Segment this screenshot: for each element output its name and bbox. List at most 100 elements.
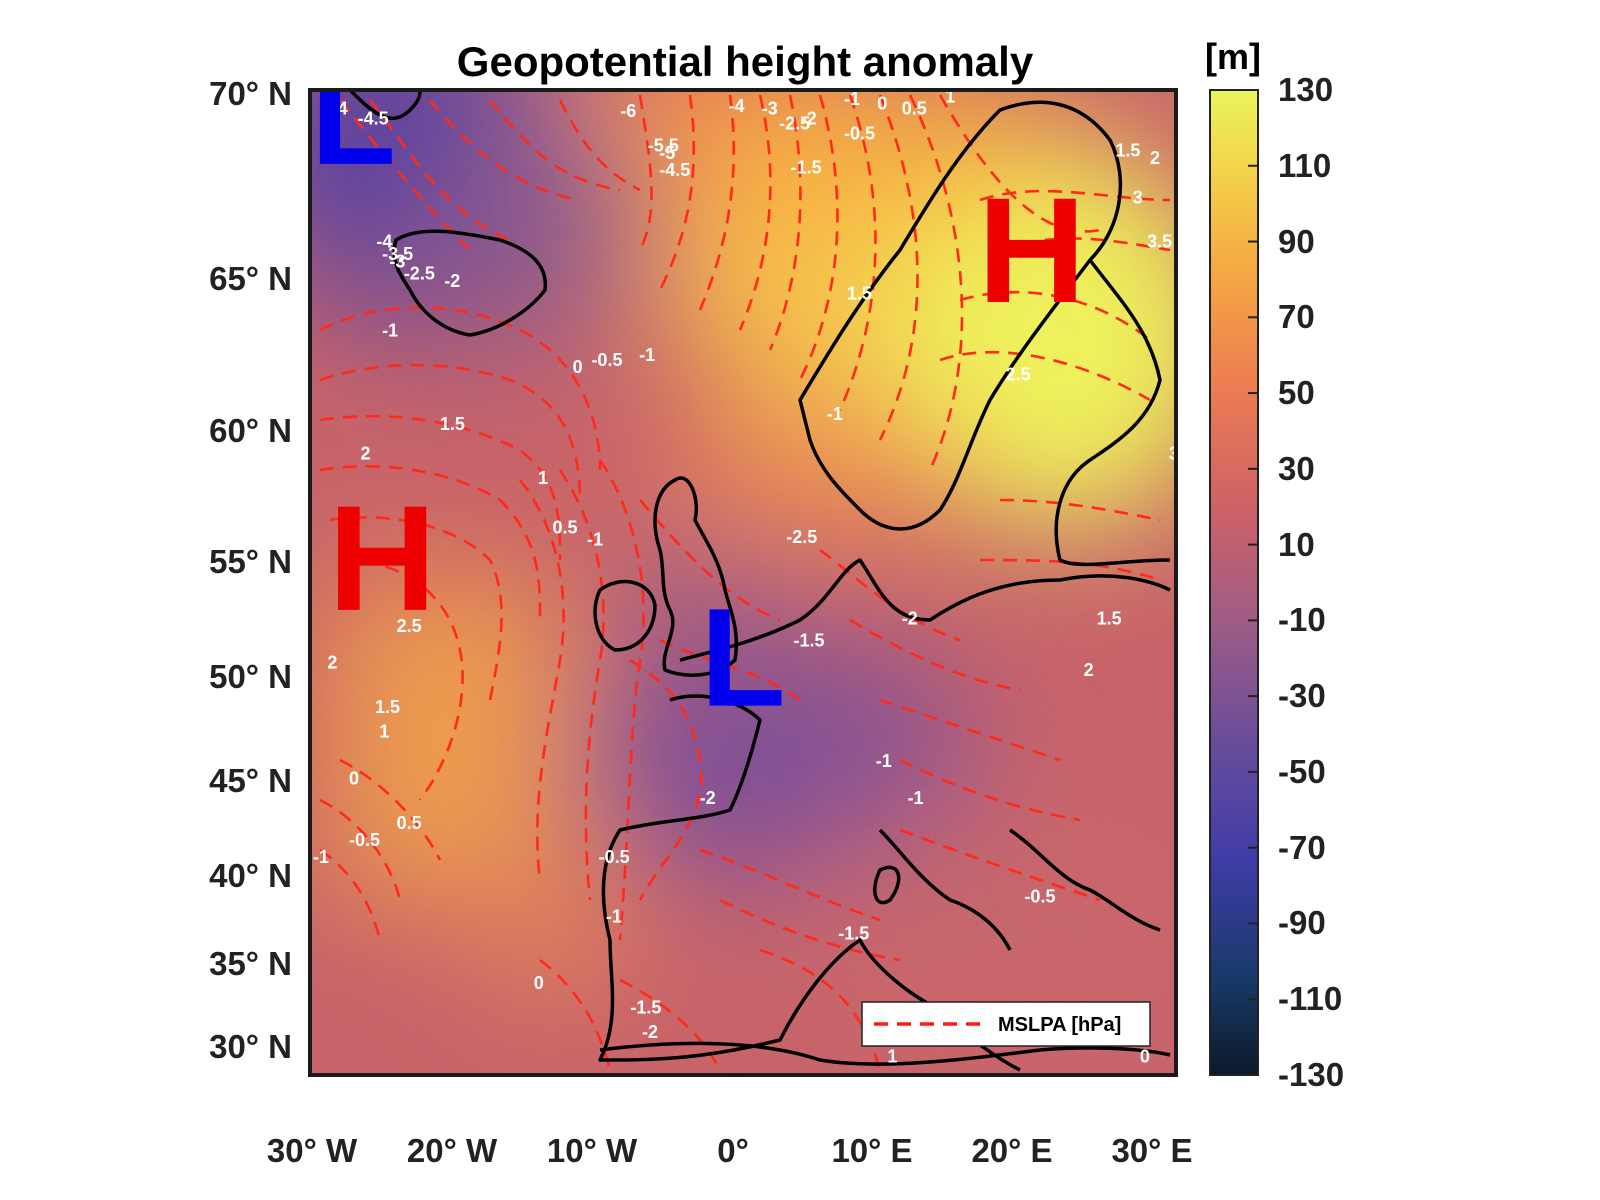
- isoline-label: -6: [620, 101, 636, 121]
- isoline-label: 1.5: [375, 697, 400, 717]
- isoline-label: 2: [1150, 148, 1160, 168]
- coast-north-africa: [599, 1041, 1171, 1066]
- isoline-label: 2.5: [397, 616, 422, 636]
- isoline-label: -0.5: [844, 123, 875, 143]
- colorbar-tickmarks: [1248, 164, 1258, 1001]
- isoline-label: -2.5: [779, 113, 810, 133]
- isoline-label: -4: [332, 99, 348, 119]
- isoline-label: 0.5: [397, 813, 422, 833]
- isoline-label: -2: [801, 108, 817, 128]
- isoline-label: -3: [762, 99, 778, 119]
- coast-greenland: [348, 90, 422, 121]
- lon-tick-label: 10° W: [546, 1132, 638, 1169]
- colorbar-unit-label: [m]: [1205, 36, 1261, 77]
- isoline-label: 1: [379, 722, 389, 742]
- isoline-label: 0: [1140, 1047, 1150, 1067]
- coast-iceland: [392, 229, 547, 337]
- isoline-label: -1: [587, 530, 603, 550]
- isoline-label: -4.5: [659, 160, 690, 180]
- isoline-label: 3: [324, 86, 334, 106]
- lat-tick-label: 45° N: [209, 762, 292, 799]
- isoline-label: -4.5: [358, 108, 389, 128]
- low-pressure-mark: L: [311, 37, 397, 194]
- isoline-label: 1.5: [440, 414, 465, 434]
- isoline-label: -1: [908, 788, 924, 808]
- lon-tick-label: 30° E: [1111, 1132, 1193, 1169]
- high-pressure-mark: H: [328, 474, 436, 642]
- lat-tick-label: 40° N: [209, 857, 292, 894]
- isoline-label: -1.5: [791, 158, 822, 178]
- colorbar-tick-label: 50: [1278, 374, 1315, 412]
- colorbar-tick-label: 130: [1278, 71, 1334, 108]
- coast-finland-baltic: [1054, 258, 1171, 567]
- legend-label: MSLPA [hPa]: [998, 1014, 1121, 1036]
- colorbar-tick-label: 90: [1278, 222, 1315, 260]
- isoline-label: -2.5: [404, 264, 435, 284]
- colorbar-tick-label: -70: [1278, 828, 1326, 866]
- lat-tick-label: 70° N: [209, 75, 292, 112]
- isoline-label: 1: [887, 1047, 897, 1067]
- colorbar-tick-label: -30: [1278, 677, 1326, 715]
- isoline-label: -2: [642, 1022, 658, 1042]
- isoline-label: -1: [639, 345, 655, 365]
- isoline-label: -3.5: [382, 244, 413, 264]
- colorbar-bar: [1209, 89, 1259, 1076]
- isoline-label: -4: [729, 96, 745, 116]
- isoline-label: 1: [538, 468, 548, 488]
- lon-tick-label: 20° E: [971, 1132, 1053, 1169]
- isoline-label: 0.5: [552, 517, 577, 537]
- isoline-label: 0: [573, 357, 583, 377]
- isoline-label: 0: [349, 768, 359, 788]
- isoline-label: 1: [945, 86, 955, 106]
- chart-title: Geopotential height anomaly: [456, 38, 1034, 85]
- isoline-label: -0.5: [349, 830, 380, 850]
- isoline-label: 2.5: [1006, 365, 1031, 385]
- anomaly-field: 3-4 -4.5 -6-5.5-5-4.5-4 -3-2.5-2-1.5-1-0.50…: [310, 37, 1194, 1075]
- isoline-label: -1: [876, 751, 892, 771]
- colorbar-tick-label: -90: [1278, 904, 1326, 942]
- coast-scandinavia: [798, 100, 1123, 531]
- isoline-label: -1: [827, 404, 843, 424]
- isoline-label: 3: [1133, 187, 1143, 207]
- isoline-label: -2.5: [786, 527, 817, 547]
- isoline-label: -3: [389, 251, 405, 271]
- coast-north-europe: [679, 558, 1171, 662]
- isoline-label: -0.5: [1024, 887, 1055, 907]
- coast-iberia-med: [598, 694, 1021, 1072]
- isoline-label: -1: [606, 906, 622, 926]
- isoline-label: -5.5: [648, 136, 679, 156]
- colorbar-tick-label: -50: [1278, 752, 1326, 790]
- isoline-label: 2: [361, 443, 371, 463]
- coast-italy: [878, 828, 1012, 951]
- isoline-label: 3.5: [1147, 232, 1172, 252]
- mslpa-isolines: [319, 94, 1171, 1071]
- isoline-label: 2: [1084, 660, 1094, 680]
- isoline-label: -5: [659, 143, 675, 163]
- isoline-label: 0.5: [902, 99, 927, 119]
- isoline-label: 1.5: [1115, 140, 1140, 160]
- coast-balkans: [1009, 828, 1161, 932]
- isoline-label: -0.5: [591, 350, 622, 370]
- lat-tick-label: 60° N: [209, 412, 292, 449]
- legend: MSLPA [hPa]: [861, 1001, 1151, 1047]
- colorbar-tick-label: 70: [1278, 298, 1315, 336]
- high-pressure-mark: H: [978, 166, 1086, 334]
- colorbar-tick-label: 10: [1278, 525, 1315, 563]
- isoline-label: 0: [877, 94, 887, 114]
- isoline-label: -1: [844, 89, 860, 109]
- isoline-label: -1.5: [838, 924, 869, 944]
- coast-corsica-sardinia: [873, 865, 901, 905]
- pressure-systems: L H L H: [311, 37, 1086, 736]
- isoline-label: 3.5: [1169, 443, 1194, 463]
- lon-tick-label: 20° W: [406, 1132, 498, 1169]
- lat-tick-label: 65° N: [209, 260, 292, 297]
- colorbar: [1209, 89, 1259, 1076]
- isoline-label: -1: [382, 320, 398, 340]
- isoline-label: 2: [327, 653, 337, 673]
- isoline-label: 0: [534, 973, 544, 993]
- lat-tick-label: 30° N: [209, 1028, 292, 1065]
- isoline-label: -4: [376, 232, 392, 252]
- coast-great-britain: [653, 476, 739, 677]
- lon-tick-label: 30° W: [266, 1132, 358, 1169]
